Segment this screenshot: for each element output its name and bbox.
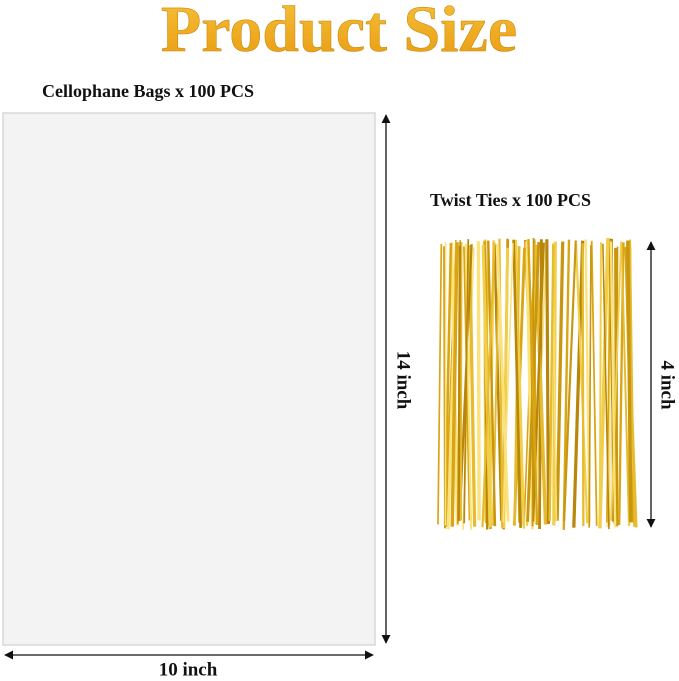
twist-tie <box>464 243 473 530</box>
twist-tie <box>609 241 617 528</box>
twist-tie <box>527 239 539 526</box>
twist-tie <box>463 246 472 521</box>
twist-tie <box>545 239 551 524</box>
twist-tie <box>572 240 585 528</box>
twist-tie <box>602 243 610 530</box>
twist-tie <box>512 239 522 528</box>
twist-tie <box>493 244 503 521</box>
twist-tie <box>495 243 510 522</box>
twist-tie <box>620 242 630 521</box>
twist-tie <box>615 246 619 525</box>
ties-label: Twist Ties x 100 PCS <box>430 190 591 210</box>
twist-tie <box>481 242 496 528</box>
twist-tie <box>463 239 470 524</box>
twist-tie <box>629 239 635 527</box>
twist-tie <box>437 243 443 525</box>
twist-tie <box>502 243 514 523</box>
twist-tie <box>563 240 577 522</box>
bag-width-label: 10 inch <box>159 659 218 680</box>
twist-tie <box>555 241 565 521</box>
twist-ties <box>437 237 638 530</box>
twist-tie <box>588 245 592 528</box>
twist-tie <box>450 242 459 527</box>
ties-height-label: 4 inch <box>657 360 678 410</box>
twist-tie <box>548 244 555 521</box>
twist-tie <box>457 245 461 521</box>
cellophane-bag <box>2 112 376 646</box>
twist-tie <box>481 244 492 523</box>
bags-label: Cellophane Bags x 100 PCS <box>42 81 254 101</box>
twist-tie <box>476 241 481 521</box>
twist-tie <box>525 241 534 530</box>
twist-tie <box>562 239 571 530</box>
twist-tie <box>598 237 610 529</box>
bag-height-label: 14 inch <box>393 351 414 410</box>
twist-tie <box>626 240 633 523</box>
twist-tie <box>581 243 585 527</box>
twist-tie <box>458 242 463 521</box>
twist-tie <box>575 244 589 524</box>
twist-tie <box>487 240 497 527</box>
title: Product Size <box>161 0 517 66</box>
twist-tie <box>590 240 598 526</box>
twist-tie <box>610 241 622 521</box>
